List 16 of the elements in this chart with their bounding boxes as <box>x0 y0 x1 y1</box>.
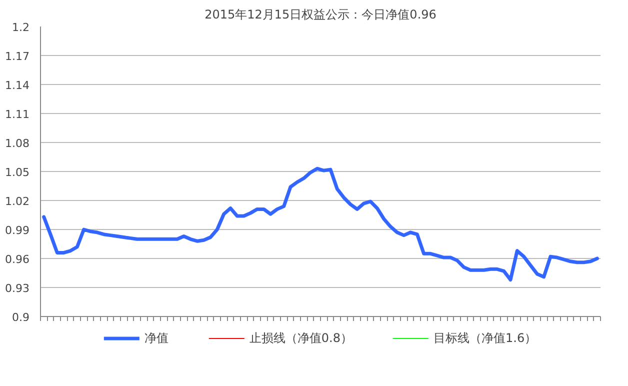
legend-label: 止损线（净值0.8） <box>249 330 352 346</box>
legend-label: 目标线（净值1.6） <box>434 330 537 346</box>
line-series <box>42 166 599 282</box>
y-tick-label: 0.9 <box>12 311 30 324</box>
y-tick-label: 1.2 <box>12 21 30 34</box>
y-tick-label: 1.05 <box>5 166 30 179</box>
y-tick-label: 1.02 <box>5 195 30 208</box>
y-tick-label: 1.08 <box>5 137 30 150</box>
y-tick-label: 0.96 <box>5 253 30 266</box>
y-tick-label: 1.11 <box>5 108 30 121</box>
y-tick-label: 1.17 <box>5 50 30 63</box>
legend-label: 净值 <box>144 330 168 346</box>
y-tick-label: 0.93 <box>5 282 30 295</box>
chart-title: 2015年12月15日权益公示：今日净值0.96 <box>204 8 436 22</box>
y-tick-label: 0.99 <box>5 224 30 237</box>
y-tick-label: 1.14 <box>5 79 30 92</box>
